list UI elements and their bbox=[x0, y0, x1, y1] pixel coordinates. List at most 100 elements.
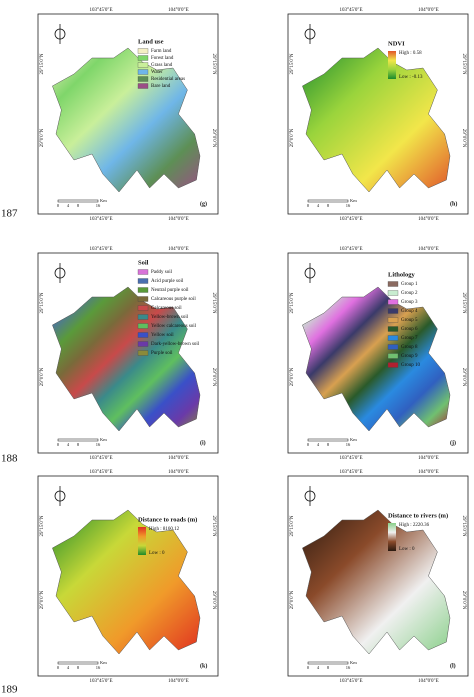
map-panel: 103°45'0"E 103°45'0"E 104°0'0"E 104°0'0"E 29… bbox=[287, 470, 469, 684]
scale-bar bbox=[307, 438, 349, 442]
scale-tick: 16 bbox=[346, 203, 351, 208]
latitude-label: 29°15'0"N bbox=[290, 515, 295, 536]
legend-item: Yellow-brown soil bbox=[151, 315, 189, 320]
legend-item: Purple soil bbox=[151, 351, 173, 356]
legend-item: Calcareous purple soil bbox=[151, 297, 196, 302]
panel-label: (k) bbox=[200, 662, 207, 669]
scale-tick: 16 bbox=[96, 442, 101, 447]
legend-item: Group 6 bbox=[401, 327, 418, 332]
legend-item: Bare land bbox=[151, 84, 171, 89]
legend-swatch bbox=[137, 305, 149, 311]
scale-tick: 4 bbox=[67, 203, 70, 208]
legend-low: Low : 0 bbox=[149, 551, 165, 556]
legend-item: Calcareous soil bbox=[151, 306, 182, 311]
legend-title: NDVI bbox=[388, 40, 405, 47]
latitude-label: 29°15'0"N bbox=[290, 292, 295, 313]
scale-tick: 0 bbox=[307, 665, 310, 670]
scale-tick: 8 bbox=[327, 203, 330, 208]
scale-tick: 4 bbox=[317, 665, 320, 670]
longitude-label: 103°45'0"E bbox=[90, 8, 113, 13]
study-area bbox=[302, 509, 451, 655]
longitude-label: 103°45'0"E bbox=[340, 470, 363, 475]
legend-swatch bbox=[137, 296, 149, 302]
latitude-label: 29°15'0"N bbox=[40, 53, 45, 74]
scale-bar bbox=[57, 199, 99, 203]
legend-item: Acid purple soil bbox=[151, 279, 184, 284]
legend-swatch bbox=[137, 76, 149, 82]
scale-tick: 0 bbox=[57, 442, 60, 447]
legend-item: Group 5 bbox=[401, 318, 418, 323]
scale-bar bbox=[307, 199, 349, 203]
scale-tick: 16 bbox=[96, 665, 101, 670]
longitude-label: 103°45'0"E bbox=[90, 217, 113, 222]
latitude-label: 29°0'0"N bbox=[461, 129, 466, 148]
longitude-label: 103°45'0"E bbox=[90, 247, 113, 252]
legend-high: High : 8160.12 bbox=[149, 527, 180, 532]
latitude-label: 29°0'0"N bbox=[290, 367, 295, 386]
longitude-label: 104°0'0"E bbox=[418, 679, 439, 684]
latitude-label: 29°0'0"N bbox=[40, 367, 45, 386]
legend-swatch bbox=[387, 299, 399, 305]
panel-label: (i) bbox=[200, 439, 206, 446]
legend-title: Lithology bbox=[388, 271, 415, 278]
line-number: 187 bbox=[1, 208, 18, 220]
scale-tick: 16 bbox=[96, 203, 101, 208]
legend-item: Group 7 bbox=[401, 336, 418, 341]
scale-tick: 16 bbox=[346, 665, 351, 670]
legend-swatch bbox=[137, 287, 149, 293]
panel-label: (j) bbox=[450, 439, 456, 446]
legend-swatch bbox=[137, 332, 149, 338]
study-area bbox=[302, 286, 451, 432]
longitude-label: 104°0'0"E bbox=[168, 217, 189, 222]
legend-swatch bbox=[137, 350, 149, 356]
latitude-label: 29°15'0"N bbox=[461, 292, 466, 313]
legend-swatch bbox=[387, 362, 399, 368]
legend-item: Farm land bbox=[151, 49, 172, 54]
panel-label: (g) bbox=[200, 200, 207, 207]
legend-item: Group 3 bbox=[401, 300, 418, 305]
scale-bar bbox=[57, 438, 99, 442]
study-area bbox=[52, 47, 201, 193]
legend-swatch bbox=[137, 278, 149, 284]
longitude-label: 103°45'0"E bbox=[90, 679, 113, 684]
latitude-label: 29°0'0"N bbox=[211, 368, 216, 387]
legend-item: Group 4 bbox=[401, 309, 418, 314]
legend-color-ramp bbox=[388, 523, 396, 551]
scale-tick: 0 bbox=[307, 442, 310, 447]
legend-item: Group 1 bbox=[401, 282, 418, 287]
longitude-label: 103°45'0"E bbox=[340, 217, 363, 222]
latitude-label: 29°15'0"N bbox=[40, 515, 45, 536]
legend-swatch bbox=[387, 290, 399, 296]
longitude-label: 103°45'0"E bbox=[90, 456, 113, 461]
legend-title: Distance to rivers (m) bbox=[388, 512, 448, 519]
legend-swatch bbox=[137, 341, 149, 347]
latitude-label: 29°0'0"N bbox=[40, 128, 45, 147]
map-panel: 103°45'0"E 103°45'0"E 104°0'0"E 104°0'0"E 29… bbox=[37, 8, 219, 222]
study-area bbox=[52, 509, 201, 655]
latitude-label: 29°0'0"N bbox=[461, 368, 466, 387]
longitude-label: 103°45'0"E bbox=[340, 8, 363, 13]
legend-item: Grass land bbox=[151, 63, 173, 68]
line-number: 188 bbox=[1, 453, 18, 465]
panel-label: (l) bbox=[450, 662, 456, 669]
legend-swatch bbox=[137, 269, 149, 275]
legend-item: Yellow soil bbox=[151, 333, 174, 338]
latitude-label: 29°0'0"N bbox=[290, 128, 295, 147]
scale-tick: 4 bbox=[67, 442, 70, 447]
longitude-label: 104°0'0"E bbox=[168, 470, 189, 475]
map-panel: 103°45'0"E 103°45'0"E 104°0'0"E 104°0'0"E 29… bbox=[287, 8, 469, 222]
legend-item: Group 2 bbox=[401, 291, 418, 296]
legend-item: Paddy soil bbox=[151, 270, 173, 275]
legend-swatch bbox=[137, 55, 149, 61]
line-number: 189 bbox=[1, 684, 18, 696]
scale-unit: Km bbox=[350, 660, 357, 665]
longitude-label: 103°45'0"E bbox=[340, 247, 363, 252]
scale-tick: 4 bbox=[317, 203, 320, 208]
latitude-label: 29°0'0"N bbox=[211, 129, 216, 148]
longitude-label: 103°45'0"E bbox=[340, 679, 363, 684]
longitude-label: 104°0'0"E bbox=[168, 8, 189, 13]
study-area bbox=[52, 286, 201, 432]
latitude-label: 29°15'0"N bbox=[461, 515, 466, 536]
scale-unit: Km bbox=[100, 660, 107, 665]
legend-item: Yellow calcareous soil bbox=[151, 324, 197, 329]
